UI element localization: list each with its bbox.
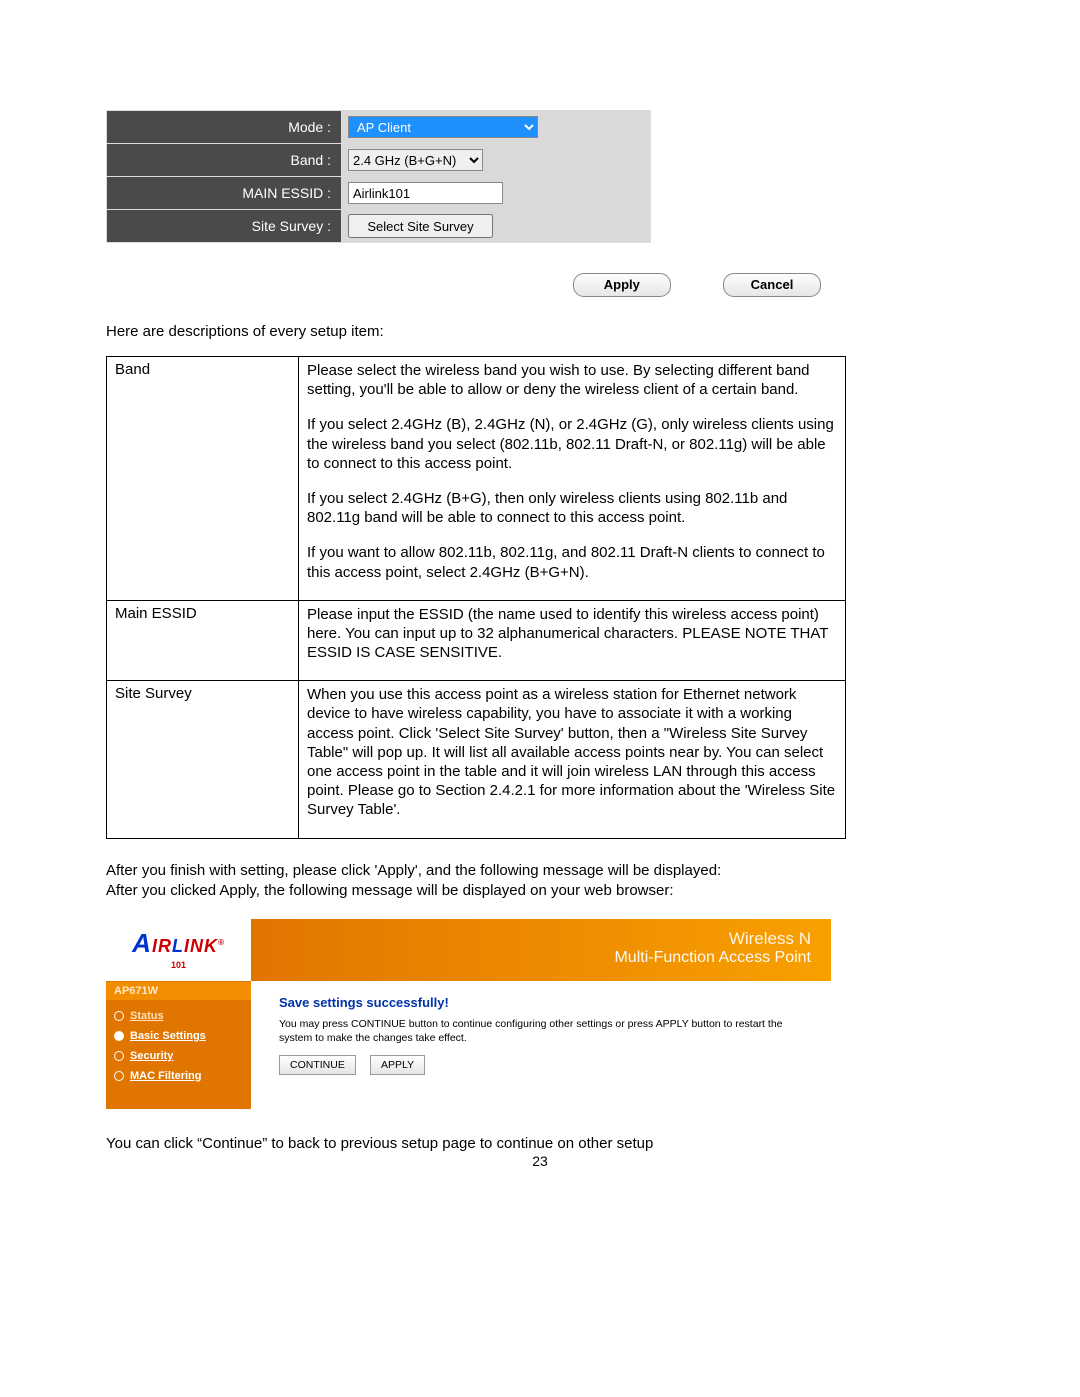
after-line-2: After you clicked Apply, the following m… <box>106 881 974 901</box>
router-screenshot: AIRLINK® 101 AP671W Status Basic Setting… <box>106 919 831 1109</box>
desc-band-p4: If you want to allow 802.11b, 802.11g, a… <box>307 543 837 581</box>
side-nav: Status Basic Settings Security MAC Filte… <box>106 1000 251 1109</box>
intro-text: Here are descriptions of every setup ite… <box>106 323 974 340</box>
model-label: AP671W <box>106 982 251 1000</box>
site-survey-button[interactable]: Select Site Survey <box>348 214 493 238</box>
footer-text: You can click “Continue” to back to prev… <box>106 1135 974 1152</box>
band-select[interactable]: 2.4 GHz (B+G+N) <box>348 149 483 171</box>
desc-essid-name: Main ESSID <box>107 600 299 681</box>
nav-security[interactable]: Security <box>114 1046 251 1066</box>
desc-band-p3: If you select 2.4GHz (B+G), then only wi… <box>307 489 837 527</box>
description-table: Band Please select the wireless band you… <box>106 356 846 839</box>
nav-mac-filtering[interactable]: MAC Filtering <box>114 1066 251 1086</box>
mode-select[interactable]: AP Client <box>348 116 538 138</box>
desc-survey-name: Site Survey <box>107 681 299 838</box>
desc-survey-p1: When you use this access point as a wire… <box>307 685 837 819</box>
cancel-button[interactable]: Cancel <box>723 273 821 297</box>
desc-band-p2: If you select 2.4GHz (B), 2.4GHz (N), or… <box>307 415 837 473</box>
banner-bottom: Multi-Function Access Point <box>251 949 811 967</box>
save-message: You may press CONTINUE button to continu… <box>279 1018 811 1045</box>
nav-status[interactable]: Status <box>114 1006 251 1026</box>
survey-label: Site Survey : <box>107 210 342 243</box>
nav-basic-settings[interactable]: Basic Settings <box>114 1026 251 1046</box>
continue-button[interactable]: CONTINUE <box>279 1055 356 1075</box>
config-table: Mode : AP Client Band : 2.4 GHz (B+G+N) … <box>106 110 651 243</box>
mode-label: Mode : <box>107 111 342 144</box>
logo: AIRLINK® 101 <box>106 919 251 982</box>
essid-input[interactable] <box>348 182 503 204</box>
apply-button-inner[interactable]: APPLY <box>370 1055 425 1075</box>
desc-band-name: Band <box>107 357 299 601</box>
apply-button[interactable]: Apply <box>573 273 671 297</box>
page-number: 23 <box>106 1153 974 1169</box>
essid-label: MAIN ESSID : <box>107 177 342 210</box>
desc-band-p1: Please select the wireless band you wish… <box>307 361 837 399</box>
band-label: Band : <box>107 144 342 177</box>
banner-top: Wireless N <box>251 929 811 949</box>
save-title: Save settings successfully! <box>279 995 811 1010</box>
desc-essid-p1: Please input the ESSID (the name used to… <box>307 605 837 663</box>
banner: Wireless N Multi-Function Access Point <box>251 919 831 981</box>
after-line-1: After you finish with setting, please cl… <box>106 861 974 881</box>
